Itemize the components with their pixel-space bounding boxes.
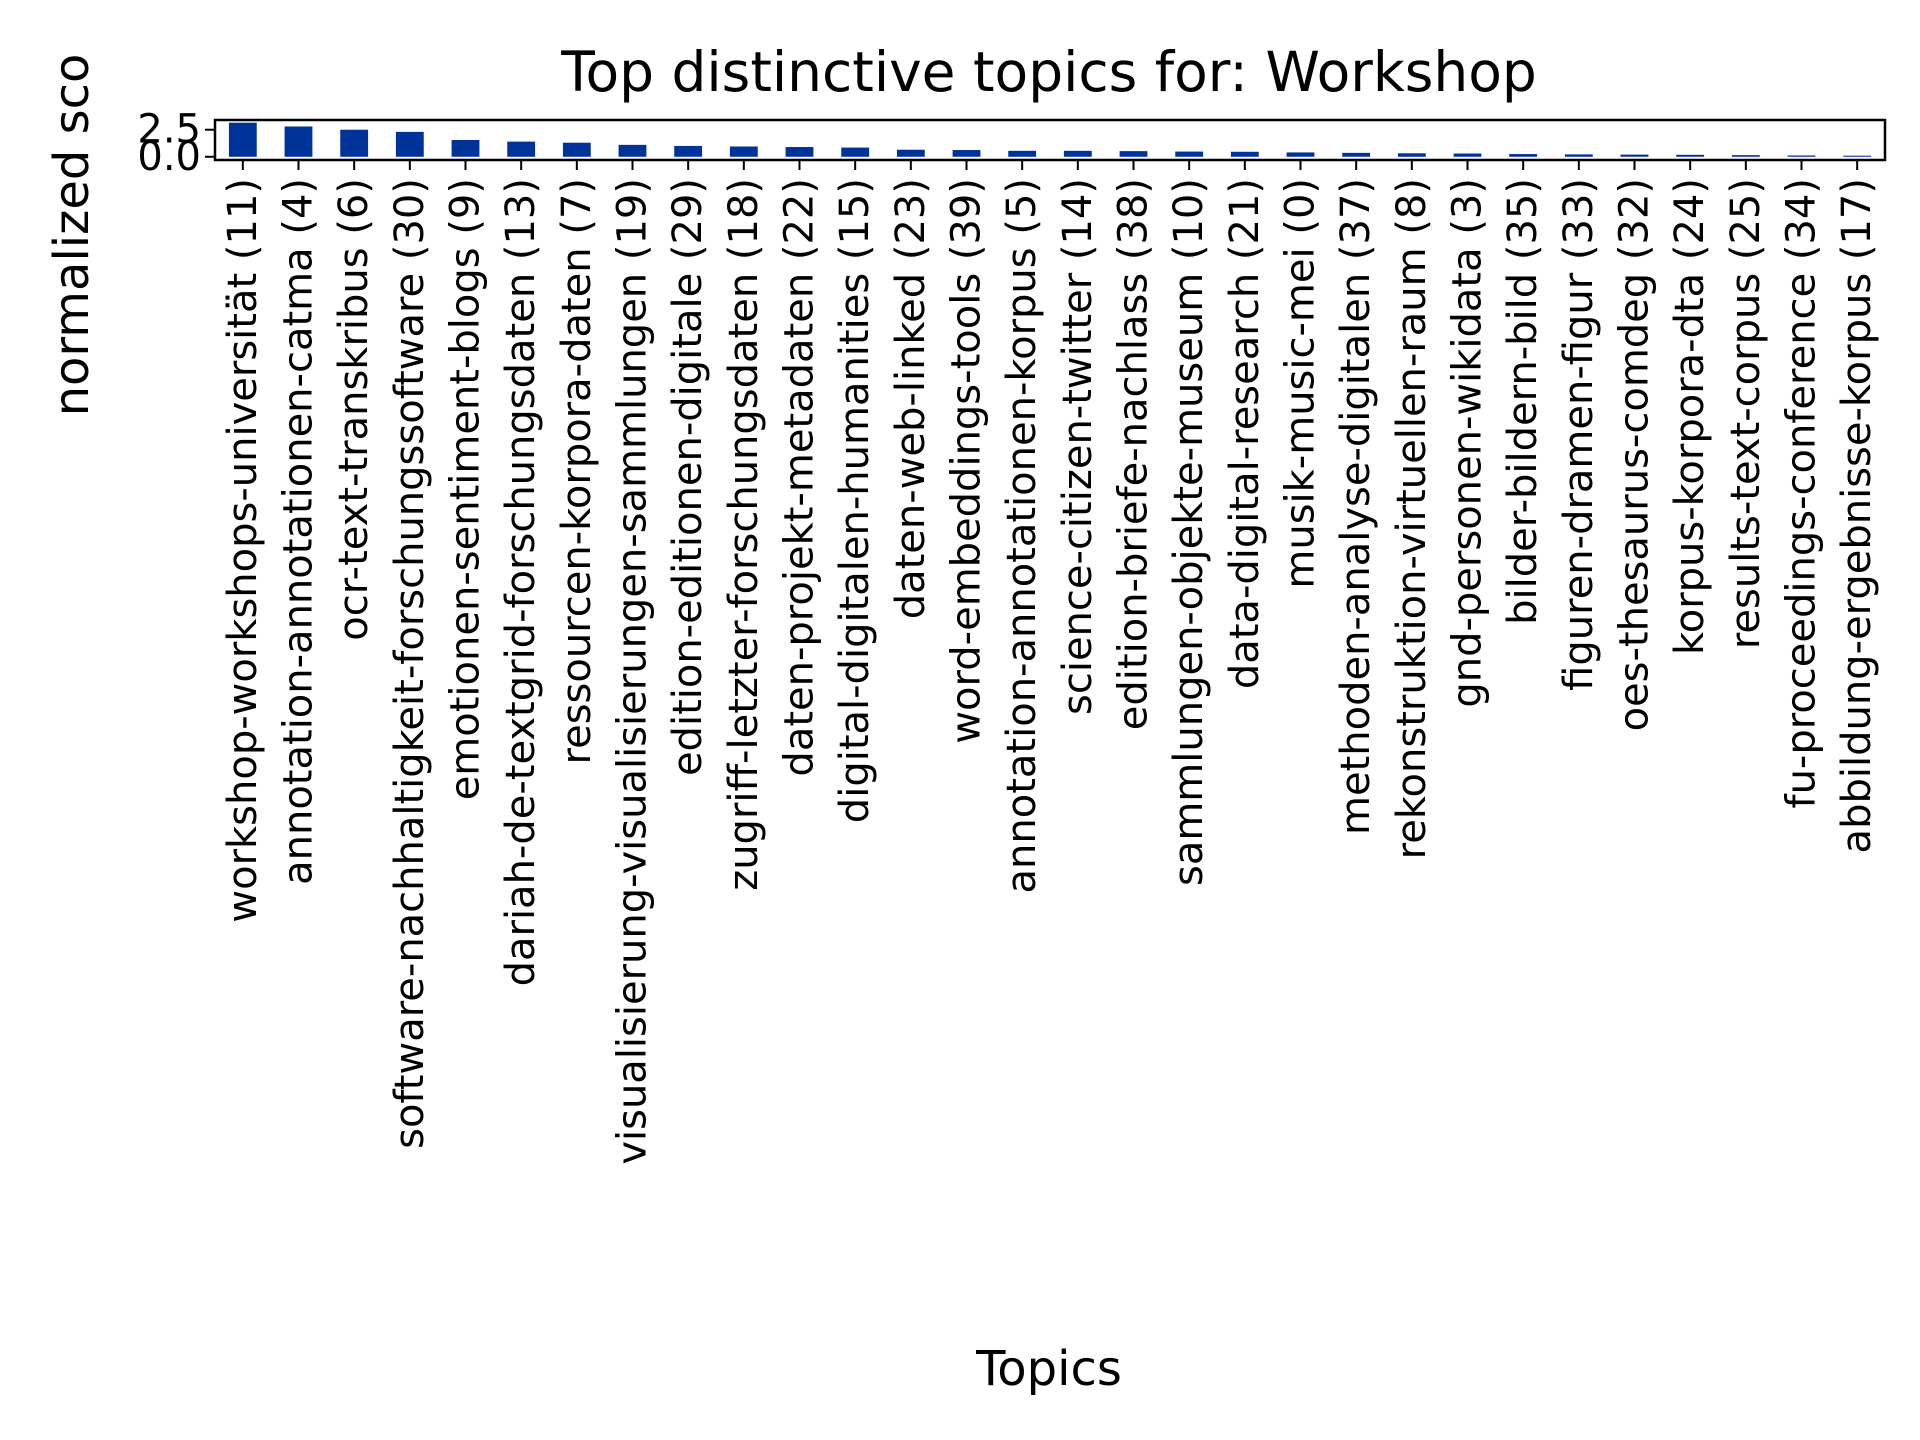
bar [340,129,369,157]
x-tick-label: oes-thesaurus-comdeg (32) [1612,178,1658,731]
x-tick-label: workshop-workshops-universität (11) [220,178,266,923]
plot-frame [213,118,1887,162]
bar [1286,152,1315,157]
x-tick-label: science-citizen-twitter (14) [1055,178,1101,715]
bar [507,141,536,157]
x-tick-label: edition-briefe-nachlass (38) [1111,178,1157,730]
bars-group [228,122,1872,157]
x-tick-label: data-digital-research (21) [1222,178,1268,689]
x-tick-label: korpus-korpora-dta (24) [1667,178,1713,655]
bar [952,150,981,157]
bar [785,147,814,157]
x-tick-label: abbildung-ergebnisse-korpus (17) [1834,178,1880,853]
x-tick-label: digital-digitalen-humanities (15) [832,178,878,823]
bar [1676,154,1705,157]
x-tick-label: ocr-text-transkribus (6) [331,178,377,641]
bar [1731,155,1760,157]
bar [841,147,870,157]
x-tick-label: zugriff-letzter-forschungsdaten (18) [721,178,767,891]
bar [1453,153,1482,157]
x-tick-label: software-nachhaltigkeit-forschungssoftwa… [387,178,433,1149]
y-axis-label: normalized sco [44,54,100,417]
bar [1175,151,1204,157]
bar [562,142,591,157]
bar [674,145,703,157]
bar [1342,152,1371,157]
x-tick-label: fu-proceedings-conference (34) [1779,178,1825,809]
bar [284,126,313,157]
x-tick-label: bilder-bildern-bild (35) [1500,178,1546,625]
chart-title: Top distinctive topics for: Workshop [560,40,1537,104]
bar [618,144,647,157]
bar [1620,154,1649,157]
bar [1119,151,1148,157]
x-axis-ticks: workshop-workshops-universität (11) annot… [220,160,1880,1165]
x-tick-label: figuren-dramen-figur (33) [1556,178,1602,691]
x-tick-label: annotation-annotationen-catma (4) [276,178,322,885]
y-tick-label: 0.0 [137,134,201,180]
bar [1787,155,1816,157]
x-tick-label: emotionen-sentiment-blogs (9) [443,178,489,800]
x-tick-label: daten-projekt-metadaten (22) [777,178,823,777]
bar [228,122,257,157]
bar [729,146,758,157]
bar [1230,151,1259,157]
x-tick-label: daten-web-linked (23) [888,178,934,619]
x-axis-label: Topics [975,1341,1122,1397]
bar [1063,150,1092,157]
bar [1564,154,1593,157]
x-tick-label: edition-editionen-digitale (29) [665,178,711,776]
x-tick-label: gnd-personen-wikidata (3) [1445,178,1491,708]
x-tick-label: visualisierung-visualisierungen-sammlung… [610,178,656,1165]
x-tick-label: rekonstruktion-virtuellen-raum (8) [1389,178,1435,859]
x-tick-label: musik-music-mei (0) [1278,178,1324,589]
bar [451,140,480,157]
bar [395,131,424,157]
bar [1008,150,1037,157]
bar [1843,155,1872,157]
y-tick-label: 2.5 [137,107,201,153]
x-tick-label: methoden-analyse-digitalen (37) [1333,178,1379,835]
y-axis-ticks: 0.02.5 [137,107,215,180]
bar [896,149,925,157]
x-tick-label: results-text-corpus (25) [1723,178,1769,649]
bar [1509,154,1538,157]
bar [1397,153,1426,157]
x-tick-label: dariah-de-textgrid-forschungsdaten (13) [498,178,544,986]
x-tick-label: sammlungen-objekte-museum (10) [1166,178,1212,886]
x-tick-label: ressourcen-korpora-daten (7) [554,178,600,764]
x-tick-label: word-embeddings-tools (39) [944,178,990,744]
x-tick-label: annotation-annotationen-korpus (5) [999,178,1045,893]
